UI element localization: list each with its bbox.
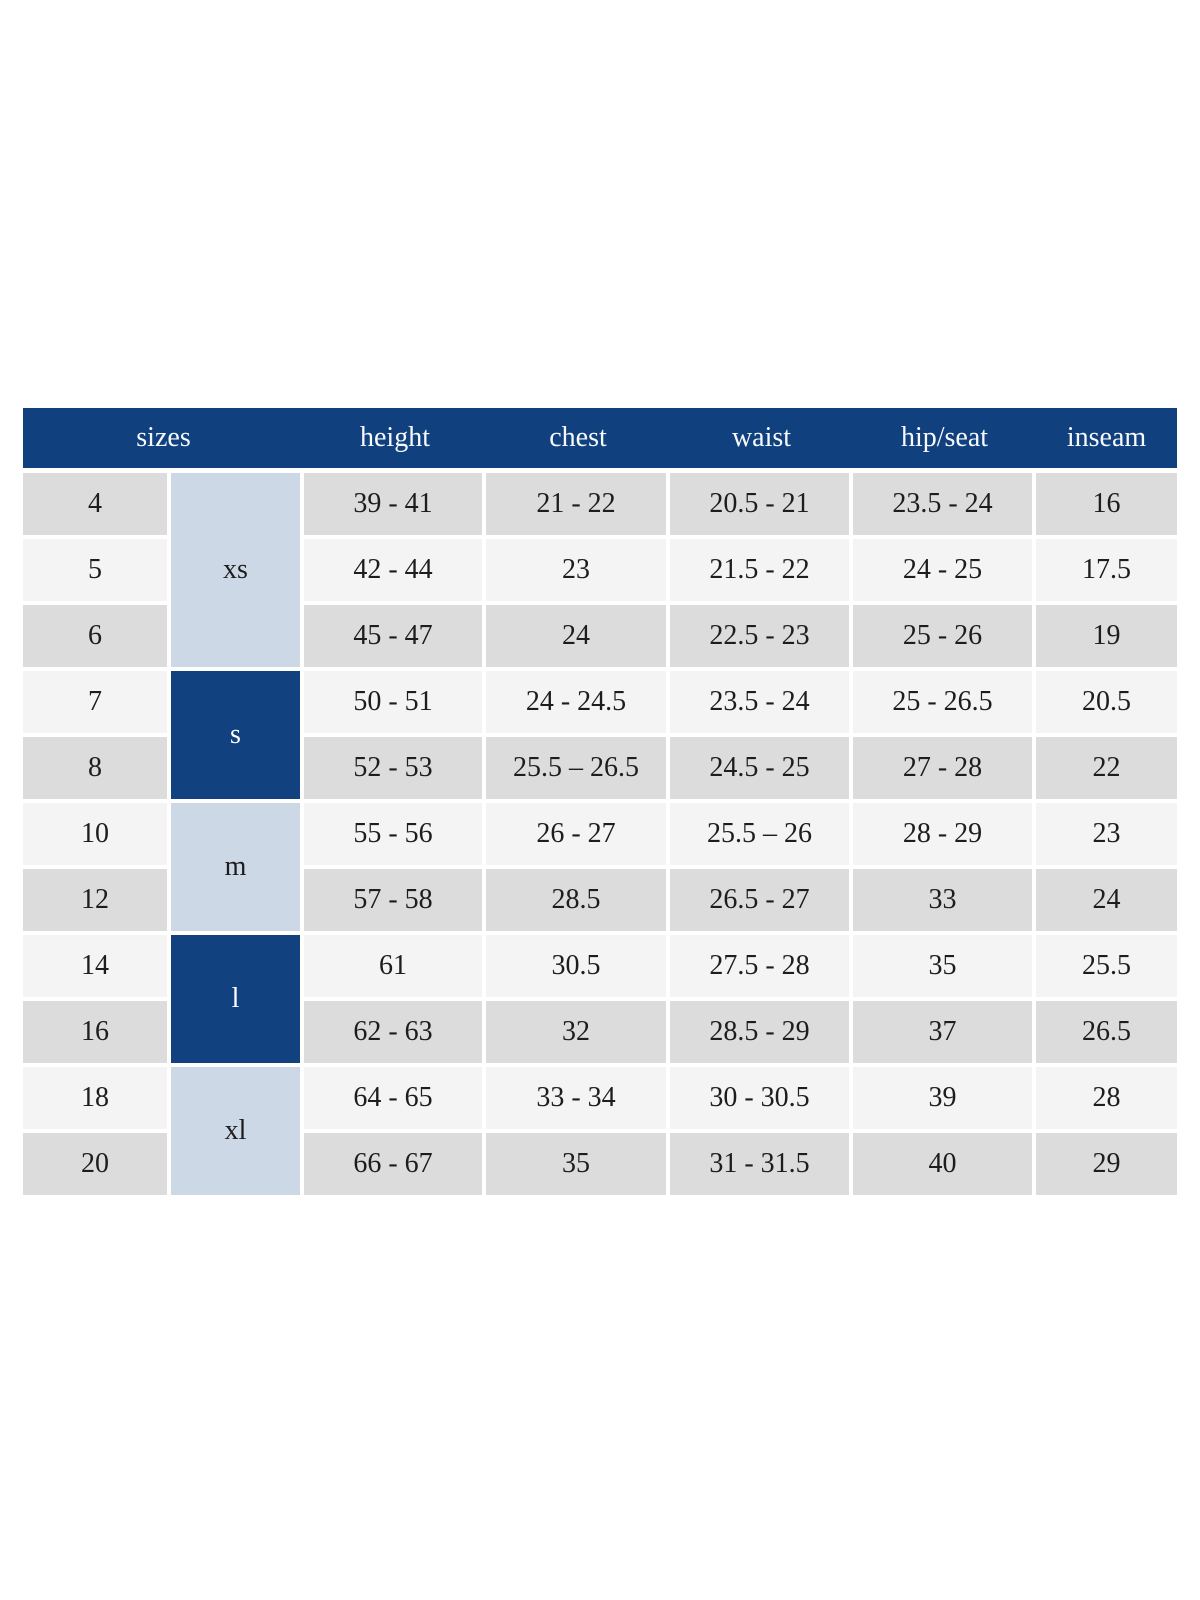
chest-cell: 21 - 22 [486,473,670,539]
column-header-inseam: inseam [1036,408,1177,473]
height-cell: 42 - 44 [304,539,486,605]
height-cell: 39 - 41 [304,473,486,539]
chest-cell: 23 [486,539,670,605]
size-chart-table: sizes height chest waist hip/seat inseam… [23,408,1177,1199]
size-group-cell: xl [171,1067,304,1199]
chest-cell: 33 - 34 [486,1067,670,1133]
hip-seat-cell: 27 - 28 [853,737,1036,803]
chest-cell: 24 - 24.5 [486,671,670,737]
waist-cell: 27.5 - 28 [670,935,853,1001]
table-row: 18 xl 64 - 65 33 - 34 30 - 30.5 39 28 [23,1067,1177,1199]
hip-seat-cell: 23.5 - 24 [853,473,1036,539]
waist-cell: 22.5 - 23 [670,605,853,671]
inseam-cell: 22 [1036,737,1177,803]
height-cell: 61 [304,935,486,1001]
size-cell: 12 [23,869,171,935]
inseam-cell: 19 [1036,605,1177,671]
hip-seat-cell: 37 [853,1001,1036,1067]
chest-cell: 30.5 [486,935,670,1001]
hip-seat-cell: 35 [853,935,1036,1001]
column-header-sizes: sizes [23,408,304,473]
size-cell: 18 [23,1067,171,1133]
column-header-hip-seat: hip/seat [853,408,1036,473]
inseam-cell: 26.5 [1036,1001,1177,1067]
inseam-cell: 24 [1036,869,1177,935]
table-row: 4 xs 39 - 41 21 - 22 20.5 - 21 23.5 - 24 16 [23,473,1177,671]
waist-cell: 31 - 31.5 [670,1133,853,1199]
inseam-cell: 28 [1036,1067,1177,1133]
inseam-cell: 16 [1036,473,1177,539]
table-row: 10 m 55 - 56 26 - 27 25.5 – 26 28 - 29 23 [23,803,1177,935]
size-cell: 16 [23,1001,171,1067]
column-header-height: height [304,408,486,473]
hip-seat-cell: 24 - 25 [853,539,1036,605]
size-chart: sizes height chest waist hip/seat inseam… [23,408,1177,1199]
size-cell: 7 [23,671,171,737]
size-cell: 4 [23,473,171,539]
size-cell: 14 [23,935,171,1001]
hip-seat-cell: 39 [853,1067,1036,1133]
table-body: 4 xs 39 - 41 21 - 22 20.5 - 21 23.5 - 24 16 5 42… [23,473,1177,1199]
size-group-cell: s [171,671,304,803]
table-header-row: sizes height chest waist hip/seat inseam [23,408,1177,473]
table-row: 12 57 - 58 28.5 26.5 - 27 33 24 [23,869,1177,935]
hip-seat-cell: 28 - 29 [853,803,1036,869]
waist-cell: 28.5 - 29 [670,1001,853,1067]
chest-cell: 32 [486,1001,670,1067]
table-row: 20 66 - 67 35 31 - 31.5 40 29 [23,1133,1177,1199]
column-header-chest: chest [486,408,670,473]
chest-cell: 35 [486,1133,670,1199]
size-group-cell: m [171,803,304,935]
inseam-cell: 23 [1036,803,1177,869]
waist-cell: 21.5 - 22 [670,539,853,605]
table-row: 7 s 50 - 51 24 - 24.5 23.5 - 24 25 - 26.5 20.5 [23,671,1177,803]
waist-cell: 23.5 - 24 [670,671,853,737]
chest-cell: 24 [486,605,670,671]
inseam-cell: 17.5 [1036,539,1177,605]
table-row: 14 l 61 30.5 27.5 - 28 35 25.5 [23,935,1177,1067]
table-row: 16 62 - 63 32 28.5 - 29 37 26.5 [23,1001,1177,1067]
table-row: 5 42 - 44 23 21.5 - 22 24 - 25 17.5 [23,539,1177,605]
height-cell: 55 - 56 [304,803,486,869]
height-cell: 66 - 67 [304,1133,486,1199]
height-cell: 64 - 65 [304,1067,486,1133]
chest-cell: 25.5 – 26.5 [486,737,670,803]
column-header-waist: waist [670,408,853,473]
size-cell: 10 [23,803,171,869]
hip-seat-cell: 25 - 26.5 [853,671,1036,737]
hip-seat-cell: 40 [853,1133,1036,1199]
height-cell: 52 - 53 [304,737,486,803]
height-cell: 50 - 51 [304,671,486,737]
height-cell: 45 - 47 [304,605,486,671]
chest-cell: 28.5 [486,869,670,935]
chest-cell: 26 - 27 [486,803,670,869]
inseam-cell: 25.5 [1036,935,1177,1001]
hip-seat-cell: 33 [853,869,1036,935]
size-group-cell: l [171,935,304,1067]
waist-cell: 30 - 30.5 [670,1067,853,1133]
inseam-cell: 20.5 [1036,671,1177,737]
size-cell: 8 [23,737,171,803]
waist-cell: 20.5 - 21 [670,473,853,539]
table-row: 8 52 - 53 25.5 – 26.5 24.5 - 25 27 - 28 22 [23,737,1177,803]
height-cell: 62 - 63 [304,1001,486,1067]
waist-cell: 25.5 – 26 [670,803,853,869]
size-group-cell: xs [171,473,304,671]
size-cell: 20 [23,1133,171,1199]
inseam-cell: 29 [1036,1133,1177,1199]
size-cell: 5 [23,539,171,605]
size-cell: 6 [23,605,171,671]
table-row: 6 45 - 47 24 22.5 - 23 25 - 26 19 [23,605,1177,671]
waist-cell: 26.5 - 27 [670,869,853,935]
waist-cell: 24.5 - 25 [670,737,853,803]
hip-seat-cell: 25 - 26 [853,605,1036,671]
height-cell: 57 - 58 [304,869,486,935]
